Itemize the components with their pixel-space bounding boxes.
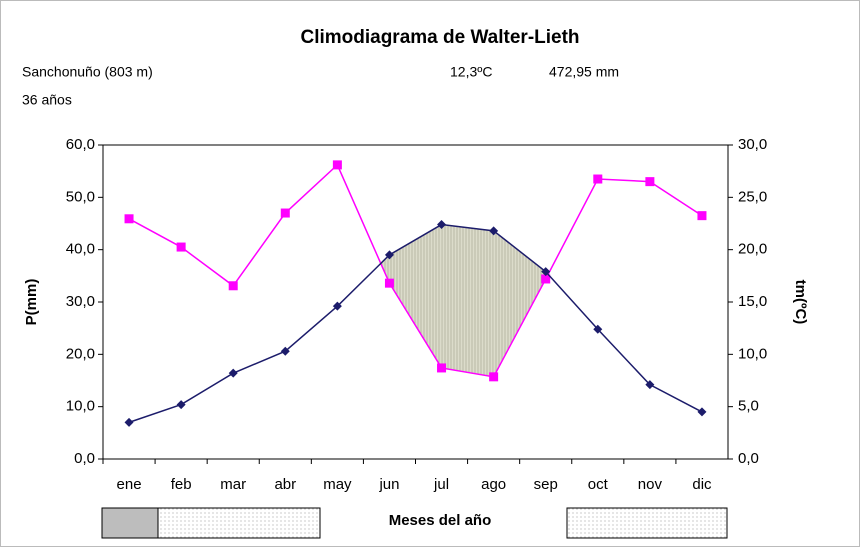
y2-tick-label: 25,0 <box>738 188 767 205</box>
marker <box>593 324 603 334</box>
y2-tick-label: 0,0 <box>738 450 759 467</box>
subtitle: 36 años <box>22 92 72 108</box>
y-tick-label: 10,0 <box>66 398 95 415</box>
marker <box>384 250 394 260</box>
marker <box>437 220 447 230</box>
x-axis-label: Meses del año <box>389 512 492 529</box>
marker <box>645 177 655 187</box>
chart-title: Climodiagrama de Walter-Lieth <box>300 27 579 48</box>
x-tick-label: jun <box>378 476 399 493</box>
x-tick-label: nov <box>638 476 663 493</box>
annotation: 12,3ºC <box>450 64 492 80</box>
period-box <box>566 507 728 539</box>
y2-tick-label: 5,0 <box>738 398 759 415</box>
marker <box>124 417 134 427</box>
marker <box>697 407 707 417</box>
marker <box>593 174 603 184</box>
marker <box>645 380 655 390</box>
marker <box>384 278 394 288</box>
x-tick-label: dic <box>692 476 712 493</box>
y-tick-label: 40,0 <box>66 241 95 258</box>
y2-tick-label: 20,0 <box>738 241 767 258</box>
y-tick-label: 20,0 <box>66 345 95 362</box>
y2-tick-label: 15,0 <box>738 293 767 310</box>
y-tick-label: 30,0 <box>66 293 95 310</box>
x-tick-label: feb <box>171 476 192 493</box>
marker <box>228 281 238 291</box>
marker <box>228 368 238 378</box>
y2-tick-label: 10,0 <box>738 345 767 362</box>
x-tick-label: oct <box>588 476 609 493</box>
y-tick-label: 60,0 <box>66 136 95 153</box>
y-tick-label: 0,0 <box>74 450 95 467</box>
marker <box>489 226 499 236</box>
x-tick-label: may <box>323 476 352 493</box>
marker <box>697 211 707 221</box>
series-line <box>128 223 703 424</box>
marker <box>332 301 342 311</box>
marker <box>124 214 134 224</box>
marker <box>280 208 290 218</box>
x-tick-label: jul <box>433 476 449 493</box>
dry-area <box>441 224 494 377</box>
marker <box>176 242 186 252</box>
marker <box>437 363 447 373</box>
dry-area <box>493 230 546 377</box>
marker <box>541 274 551 284</box>
marker <box>489 372 499 382</box>
series-line <box>128 163 703 378</box>
x-tick-label: ago <box>481 476 506 493</box>
y2-axis-label: tm(ºC) <box>792 280 809 325</box>
annotation: 472,95 mm <box>549 64 619 80</box>
x-tick-label: mar <box>220 476 246 493</box>
marker <box>280 346 290 356</box>
x-tick-label: sep <box>534 476 558 493</box>
marker <box>541 267 551 277</box>
y2-tick-label: 30,0 <box>738 136 767 153</box>
marker <box>332 160 342 170</box>
x-tick-label: abr <box>274 476 296 493</box>
y-tick-label: 50,0 <box>66 188 95 205</box>
dry-area <box>389 224 442 368</box>
subtitle: Sanchonuño (803 m) <box>22 64 153 80</box>
period-box-fill <box>101 507 159 539</box>
y-axis-label: P(mm) <box>23 279 40 326</box>
x-tick-label: ene <box>117 476 142 493</box>
marker <box>176 400 186 410</box>
